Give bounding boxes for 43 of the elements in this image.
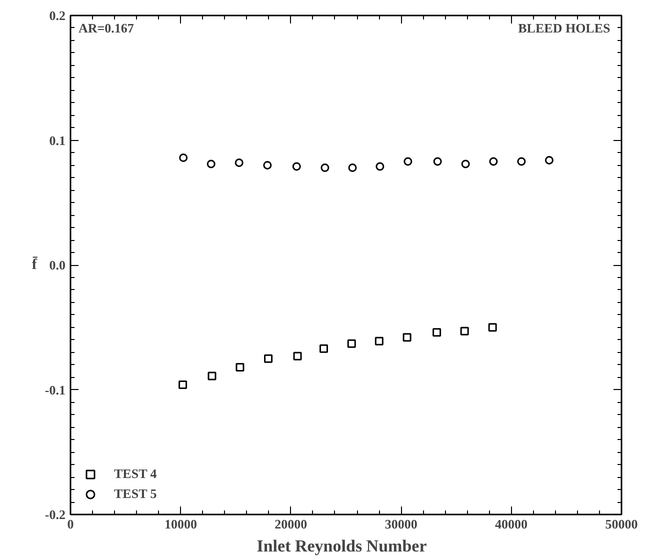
point: [320, 163, 330, 172]
point: [433, 157, 442, 166]
x-tick-label: 40000: [495, 516, 528, 532]
point: [179, 153, 188, 162]
y-tick-label: 0.0: [49, 258, 66, 272]
point: [544, 156, 554, 164]
point: [319, 344, 328, 353]
x-tick-label: 50000: [605, 516, 638, 532]
point: [404, 157, 412, 166]
point: [432, 328, 442, 337]
annotation: BLEED HOLES: [518, 20, 610, 36]
point: [402, 333, 412, 342]
y-tick-label: 0.2: [49, 8, 66, 23]
point: [348, 163, 357, 172]
point: [374, 336, 384, 346]
x-axis-title: Inlet Reynolds Number: [256, 536, 428, 556]
point: [347, 339, 356, 348]
x-tick-label: 0: [67, 516, 74, 532]
point: [376, 162, 384, 171]
point: [263, 160, 272, 170]
y-tick-label: 0.1: [49, 132, 66, 148]
point: [460, 326, 469, 336]
point: [461, 160, 470, 168]
point: [208, 372, 216, 380]
x-tick-label: 10000: [164, 516, 197, 532]
point: [206, 160, 216, 168]
y-axis-title: f̄: [32, 256, 38, 273]
point: [292, 162, 301, 171]
y-tick-label: -0.2: [44, 507, 66, 522]
point: [488, 323, 497, 332]
annotation: AR=0.167: [78, 20, 134, 36]
legend-label: TEST 4: [114, 466, 157, 482]
point: [517, 157, 526, 166]
x-tick-label: 30000: [384, 516, 418, 532]
x-tick-label: 20000: [274, 516, 308, 532]
point: [489, 157, 498, 166]
point: [234, 158, 244, 167]
point: [236, 363, 244, 372]
point: [178, 380, 188, 390]
point: [293, 352, 302, 360]
point: [264, 354, 273, 363]
legend-label: TEST 5: [114, 486, 157, 502]
y-tick-label: -0.1: [44, 382, 66, 398]
